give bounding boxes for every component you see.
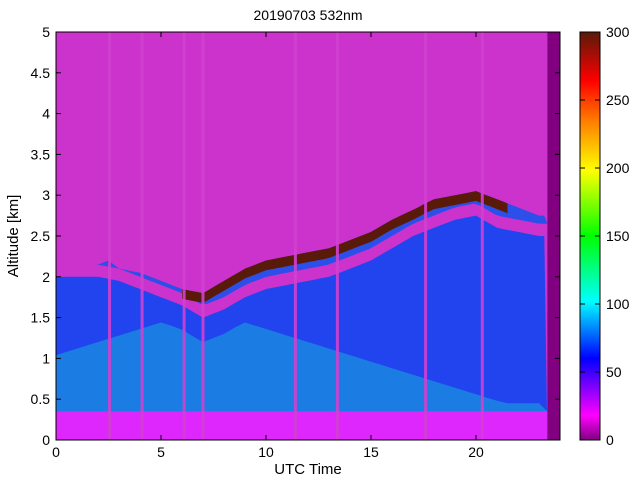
- data-gap: [335, 32, 339, 440]
- colorbar-tick-label: 150: [606, 228, 630, 244]
- data-gap: [201, 32, 205, 440]
- colorbar-tick-label: 200: [606, 160, 630, 176]
- colorbar-tick-label: 300: [606, 24, 630, 40]
- y-tick-label: 0: [42, 432, 50, 448]
- colorbar-tick-label: 0: [606, 432, 614, 448]
- data-gap: [293, 32, 297, 440]
- cloud-core: [182, 191, 508, 303]
- x-tick-label: 0: [52, 444, 60, 460]
- x-tick-label: 10: [258, 444, 274, 460]
- colorbar: 0 50 100 150 200 250 300: [579, 24, 630, 448]
- heatmap-area: [56, 32, 560, 440]
- x-axis-label: UTC Time: [274, 461, 342, 478]
- colorbar-tick-label: 100: [606, 296, 630, 312]
- data-gap: [480, 32, 484, 440]
- y-tick-label: 3: [42, 187, 50, 203]
- x-tick-label: 15: [363, 444, 379, 460]
- y-tick-label: 0.5: [31, 391, 51, 407]
- y-tick-label: 2: [42, 269, 50, 285]
- x-tick-label: 5: [157, 444, 165, 460]
- x-axis: 0 5 10 15 20: [52, 32, 484, 460]
- colorbar-tick-label: 50: [606, 364, 622, 380]
- colorbar-tick-label: 250: [606, 92, 630, 108]
- y-tick-label: 5: [42, 24, 50, 40]
- y-tick-label: 1.5: [31, 310, 51, 326]
- y-axis: 0 0.5 1 1.5 2 2.5 3 3.5 4 4.5 5: [31, 24, 560, 448]
- y-tick-label: 2.5: [31, 228, 51, 244]
- data-gap: [108, 32, 112, 440]
- no-data-region: [547, 32, 560, 440]
- y-tick-label: 4: [42, 106, 50, 122]
- y-axis-label: Altitude [km]: [5, 195, 22, 278]
- data-gap: [140, 32, 144, 440]
- y-tick-label: 4.5: [31, 65, 51, 81]
- near-ground-signal: [56, 411, 548, 440]
- y-tick-label: 1: [42, 350, 50, 366]
- data-gap: [424, 32, 428, 440]
- chart-title: 20190703 532nm: [254, 7, 363, 23]
- x-tick-label: 20: [468, 444, 484, 460]
- y-tick-label: 3.5: [31, 146, 51, 162]
- data-gap: [182, 32, 186, 440]
